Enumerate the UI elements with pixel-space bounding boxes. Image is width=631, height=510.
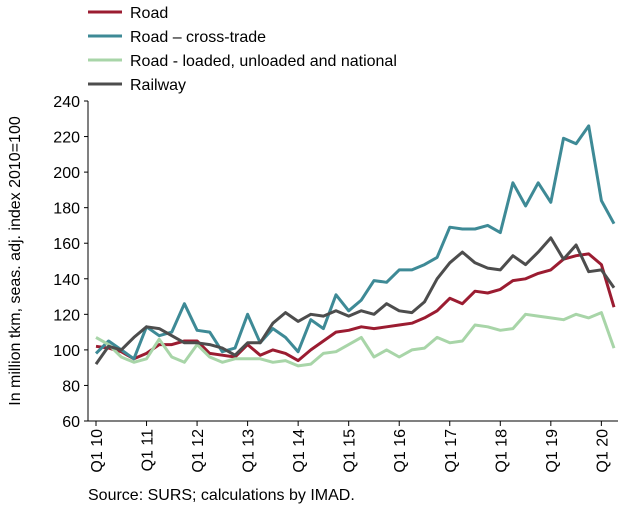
series-line [95, 311, 616, 368]
source-note: Source: SURS; calculations by IMAD. [88, 487, 355, 504]
x-tick-label: Q1 15 [342, 429, 359, 473]
y-tick-label: 240 [53, 94, 80, 111]
y-tick-label: 200 [53, 165, 80, 182]
x-tick-label: Q1 18 [493, 429, 510, 473]
legend-label: Road - loaded, unloaded and national [130, 53, 397, 70]
series-line [94, 236, 616, 365]
x-tick-label: Q1 13 [241, 429, 258, 473]
legend-label: Road – cross-trade [130, 29, 266, 46]
y-tick-label: 180 [53, 201, 80, 218]
y-tick-label: 220 [53, 130, 80, 147]
x-tick-label: Q1 11 [140, 429, 157, 472]
x-tick-label: Q1 16 [392, 429, 409, 473]
legend-label: Road [130, 5, 168, 22]
x-tick-label: Q1 10 [89, 429, 106, 473]
x-tick-label: Q1 17 [443, 429, 460, 473]
y-tick-label: 60 [62, 414, 80, 431]
y-tick-label: 160 [53, 236, 80, 253]
y-axis-label: In million tkm, seas. adj. index 2010=10… [7, 116, 24, 406]
y-tick-label: 80 [62, 378, 80, 395]
series-line [94, 124, 616, 361]
x-tick-label: Q1 20 [594, 429, 611, 473]
x-tick-label: Q1 19 [544, 429, 561, 473]
x-tick-label: Q1 14 [291, 429, 308, 473]
y-tick-label: 120 [53, 307, 80, 324]
legend-label: Railway [130, 77, 186, 94]
y-tick-label: 140 [53, 272, 80, 289]
x-tick-label: Q1 12 [190, 429, 207, 473]
y-tick-label: 100 [53, 343, 80, 360]
